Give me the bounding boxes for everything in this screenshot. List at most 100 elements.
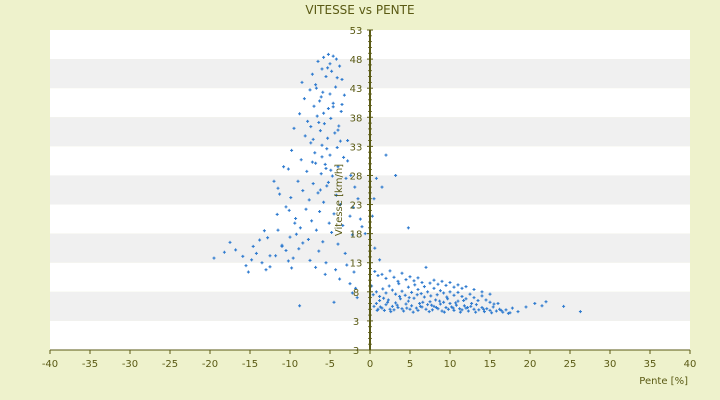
- data-point: [464, 285, 468, 289]
- data-point: [468, 292, 472, 296]
- data-point: [490, 311, 494, 315]
- data-point: [430, 308, 434, 312]
- data-point: [484, 298, 488, 302]
- data-point: [322, 55, 326, 59]
- data-point: [278, 192, 282, 196]
- data-point: [302, 97, 306, 101]
- data-point: [326, 107, 330, 111]
- data-point: [318, 210, 322, 214]
- data-point: [320, 67, 324, 71]
- data-point: [424, 307, 428, 311]
- data-point: [445, 295, 449, 299]
- data-point: [452, 293, 456, 297]
- data-point: [310, 219, 314, 223]
- x-tick-label: -5: [325, 359, 335, 370]
- data-point: [320, 143, 324, 147]
- data-point: [374, 290, 378, 294]
- data-point: [334, 268, 338, 272]
- x-tick-label: 30: [604, 359, 617, 370]
- data-point: [264, 268, 268, 272]
- data-point: [504, 308, 508, 312]
- data-point: [298, 112, 302, 116]
- data-point: [274, 254, 278, 258]
- data-point: [415, 293, 419, 297]
- data-point: [301, 189, 305, 193]
- data-point: [341, 223, 345, 227]
- data-point: [338, 64, 342, 68]
- data-point: [344, 176, 348, 180]
- data-point: [324, 261, 328, 265]
- data-point: [374, 301, 378, 305]
- x-axis-title: Pente [%]: [639, 376, 688, 387]
- data-point: [488, 308, 492, 312]
- data-point: [276, 186, 280, 190]
- data-point: [322, 200, 326, 204]
- data-point: [544, 300, 548, 304]
- data-point: [298, 226, 302, 230]
- data-point: [464, 306, 468, 310]
- data-point: [320, 155, 324, 159]
- data-point: [313, 151, 317, 155]
- data-point: [420, 281, 424, 285]
- data-point: [458, 307, 462, 311]
- data-point: [349, 173, 353, 177]
- data-point: [331, 54, 335, 58]
- data-point: [275, 212, 279, 216]
- data-point: [266, 236, 270, 240]
- data-point: [329, 168, 333, 172]
- data-point: [442, 291, 446, 295]
- data-point: [420, 305, 424, 309]
- x-tick-label: 15: [484, 359, 497, 370]
- y-tick-label: 3: [353, 317, 359, 328]
- data-point: [372, 197, 376, 201]
- data-point: [333, 131, 337, 135]
- data-point: [268, 254, 272, 258]
- data-point: [299, 158, 303, 162]
- data-point: [408, 307, 412, 311]
- data-point: [331, 105, 335, 109]
- data-point: [354, 286, 358, 290]
- data-point: [400, 289, 404, 293]
- data-point: [222, 250, 226, 254]
- data-point: [345, 263, 349, 267]
- data-point: [384, 153, 388, 157]
- data-point: [496, 301, 500, 305]
- data-point: [462, 299, 466, 303]
- data-point: [454, 303, 458, 307]
- data-point: [258, 238, 262, 242]
- data-point: [322, 122, 326, 126]
- data-point: [408, 275, 412, 279]
- data-point: [342, 93, 346, 97]
- data-point: [448, 301, 452, 305]
- data-point: [412, 279, 416, 283]
- data-point: [456, 299, 460, 303]
- data-point: [294, 232, 298, 236]
- data-point: [378, 294, 382, 298]
- data-point: [272, 179, 276, 183]
- data-point: [470, 301, 474, 305]
- data-point: [251, 244, 255, 248]
- data-point: [336, 242, 340, 246]
- data-point: [326, 180, 330, 184]
- data-point: [380, 185, 384, 189]
- data-point: [298, 304, 302, 308]
- data-point: [418, 301, 422, 305]
- data-point: [540, 304, 544, 308]
- x-tick-label: -35: [82, 359, 98, 370]
- data-point: [446, 297, 450, 301]
- data-point: [464, 297, 468, 301]
- data-point: [304, 207, 308, 211]
- data-point: [474, 310, 478, 314]
- data-point: [287, 208, 291, 212]
- data-point: [376, 274, 380, 278]
- data-point: [397, 282, 401, 286]
- data-point: [424, 265, 428, 269]
- data-point: [268, 265, 272, 269]
- data-point: [444, 283, 448, 287]
- data-point: [469, 304, 473, 308]
- x-tick-label: 20: [524, 359, 537, 370]
- data-point: [499, 308, 503, 312]
- data-point: [325, 147, 329, 151]
- data-point: [309, 141, 313, 145]
- data-point: [388, 269, 392, 273]
